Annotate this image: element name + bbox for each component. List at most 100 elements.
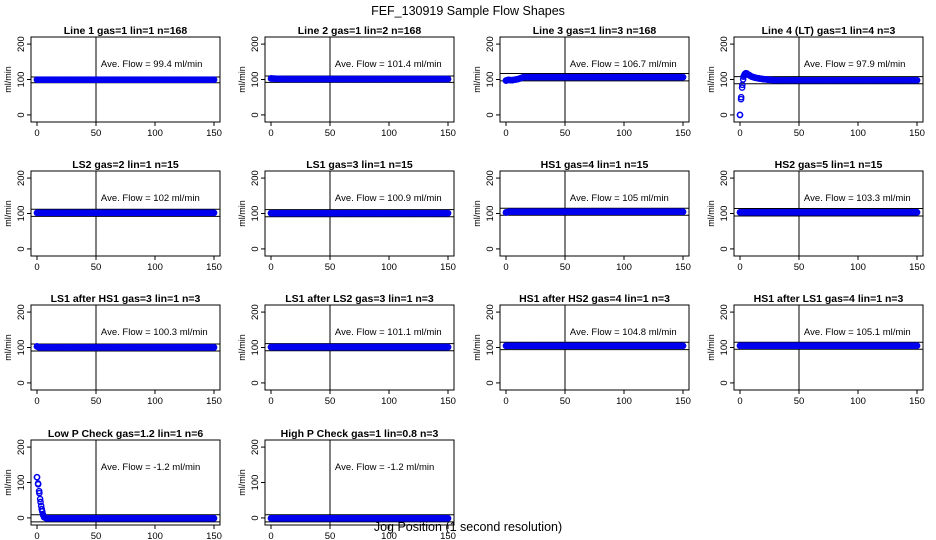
- y-tick-label: 0: [250, 112, 261, 117]
- flow-point: [514, 75, 522, 83]
- flow-panel: LS2 gas=2 lin=1 n=15 0 50 100 150 0 100 200 ml/m…: [3, 159, 222, 273]
- flow-point: [267, 75, 275, 82]
- y-tick-label: 200: [250, 439, 261, 455]
- x-tick-label: 100: [147, 262, 163, 273]
- y-tick-label: 0: [485, 246, 496, 251]
- flow-series: [267, 343, 452, 351]
- flow-point: [210, 209, 218, 217]
- flow-point: [267, 343, 275, 351]
- flow-point: [508, 76, 516, 84]
- panel-title: Low P Check gas=1.2 lin=1 n=6: [48, 428, 203, 440]
- panel-frame: [264, 439, 455, 526]
- y-axis-label: ml/min: [3, 469, 13, 496]
- x-tick-label: 50: [560, 396, 571, 407]
- y-axis-label: ml/min: [472, 334, 482, 361]
- y-tick-label: 0: [16, 112, 27, 117]
- y-tick-label: 200: [16, 304, 27, 320]
- flow-series: [267, 75, 452, 83]
- flow-panel: HS2 gas=5 lin=1 n=15 0 50 100 150 0 100 200 ml/m…: [706, 159, 925, 273]
- flow-point: [45, 515, 53, 522]
- y-tick-label: 100: [719, 72, 730, 88]
- x-tick-label: 100: [147, 531, 163, 540]
- x-tick-label: 150: [675, 396, 691, 407]
- flow-point: [913, 209, 921, 216]
- flow-series: [33, 473, 218, 522]
- average-flow-annotation: Ave. Flow = 100.3 ml/min: [101, 327, 208, 338]
- panel-title: HS1 gas=4 lin=1 n=15: [541, 159, 649, 171]
- flow-point: [520, 73, 528, 81]
- flow-series: [502, 342, 687, 350]
- flow-point: [36, 489, 43, 497]
- flow-series: [736, 209, 921, 216]
- average-flow-annotation: Ave. Flow = 105 ml/min: [570, 193, 669, 204]
- average-flow-annotation: Ave. Flow = 106.7 ml/min: [570, 59, 677, 70]
- y-tick-label: 0: [250, 515, 261, 520]
- panel-title: Line 2 gas=1 lin=2 n=168: [298, 25, 422, 37]
- flow-point: [33, 76, 41, 84]
- y-tick-label: 100: [16, 475, 27, 491]
- flow-panel: LS1 gas=3 lin=1 n=15 0 50 100 150 0 100 200 ml/m…: [237, 159, 456, 273]
- x-tick-label: 0: [503, 262, 508, 273]
- y-tick-label: 100: [250, 206, 261, 222]
- y-axis-label: ml/min: [3, 334, 13, 361]
- flow-panel: HS1 after LS1 gas=4 lin=1 n=3 0 50 100 150 0 1…: [706, 293, 925, 407]
- y-tick-label: 0: [16, 246, 27, 251]
- x-tick-label: 50: [794, 396, 805, 407]
- flow-point: [267, 515, 275, 522]
- flow-series: [267, 209, 452, 217]
- x-tick-label: 100: [381, 262, 397, 273]
- average-flow-annotation: Ave. Flow = 102 ml/min: [101, 193, 200, 204]
- x-tick-label: 150: [440, 262, 456, 273]
- panel-title: Line 4 (LT) gas=1 lin=4 n=3: [762, 25, 896, 37]
- y-tick-label: 100: [250, 340, 261, 356]
- y-axis-label: ml/min: [706, 334, 716, 361]
- flow-point: [36, 495, 44, 503]
- y-tick-label: 0: [719, 380, 730, 385]
- x-tick-label: 150: [675, 128, 691, 139]
- flow-panel: Line 1 gas=1 lin=1 n=168 0 50 100 150 0 100 200…: [3, 25, 222, 139]
- y-tick-label: 0: [719, 246, 730, 251]
- y-axis-label: ml/min: [472, 200, 482, 227]
- x-tick-label: 50: [325, 396, 336, 407]
- flow-point: [502, 209, 510, 216]
- flow-point: [748, 73, 756, 80]
- flow-point: [444, 515, 452, 522]
- x-tick-label: 50: [325, 531, 336, 540]
- flow-panel: Line 2 gas=1 lin=2 n=168 0 50 100 150 0 100 200…: [237, 25, 456, 139]
- y-tick-label: 200: [719, 170, 730, 186]
- average-flow-annotation: Ave. Flow = 100.9 ml/min: [335, 193, 442, 204]
- flow-series: [736, 342, 921, 349]
- flow-series: [33, 209, 218, 217]
- average-flow-annotation: Ave. Flow = -1.2 ml/min: [335, 462, 434, 473]
- x-tick-label: 150: [206, 531, 222, 540]
- flow-point: [502, 342, 510, 350]
- flow-point: [444, 75, 452, 83]
- flow-panel: Line 3 gas=1 lin=3 n=168 0 50 100 150 0 100 200…: [472, 25, 691, 139]
- y-axis-label: ml/min: [237, 334, 247, 361]
- x-tick-label: 0: [34, 128, 39, 139]
- x-tick-label: 150: [206, 262, 222, 273]
- flow-panel: HS1 gas=4 lin=1 n=15 0 50 100 150 0 100 200 ml/m…: [472, 159, 691, 273]
- y-tick-label: 100: [16, 206, 27, 222]
- flow-point: [33, 209, 41, 217]
- x-tick-label: 100: [850, 396, 866, 407]
- y-tick-label: 200: [250, 304, 261, 320]
- average-flow-annotation: Ave. Flow = 105.1 ml/min: [804, 327, 911, 338]
- flow-panel: LS1 after LS2 gas=3 lin=1 n=3 0 50 100 150 0 1…: [237, 293, 456, 407]
- x-tick-label: 0: [737, 396, 742, 407]
- panel-title: LS2 gas=2 lin=1 n=15: [72, 159, 179, 171]
- flow-point: [210, 515, 218, 522]
- y-axis-label: ml/min: [237, 200, 247, 227]
- x-tick-label: 0: [737, 128, 742, 139]
- x-tick-label: 100: [381, 531, 397, 540]
- flow-point: [43, 514, 50, 522]
- y-tick-label: 100: [485, 340, 496, 356]
- flow-series: [33, 76, 218, 84]
- average-flow-annotation: Ave. Flow = -1.2 ml/min: [101, 462, 200, 473]
- flow-panel: Line 4 (LT) gas=1 lin=4 n=3 0 50 100 150 0 100…: [706, 25, 925, 139]
- y-tick-label: 100: [16, 72, 27, 88]
- y-tick-label: 200: [16, 439, 27, 455]
- y-tick-label: 0: [250, 380, 261, 385]
